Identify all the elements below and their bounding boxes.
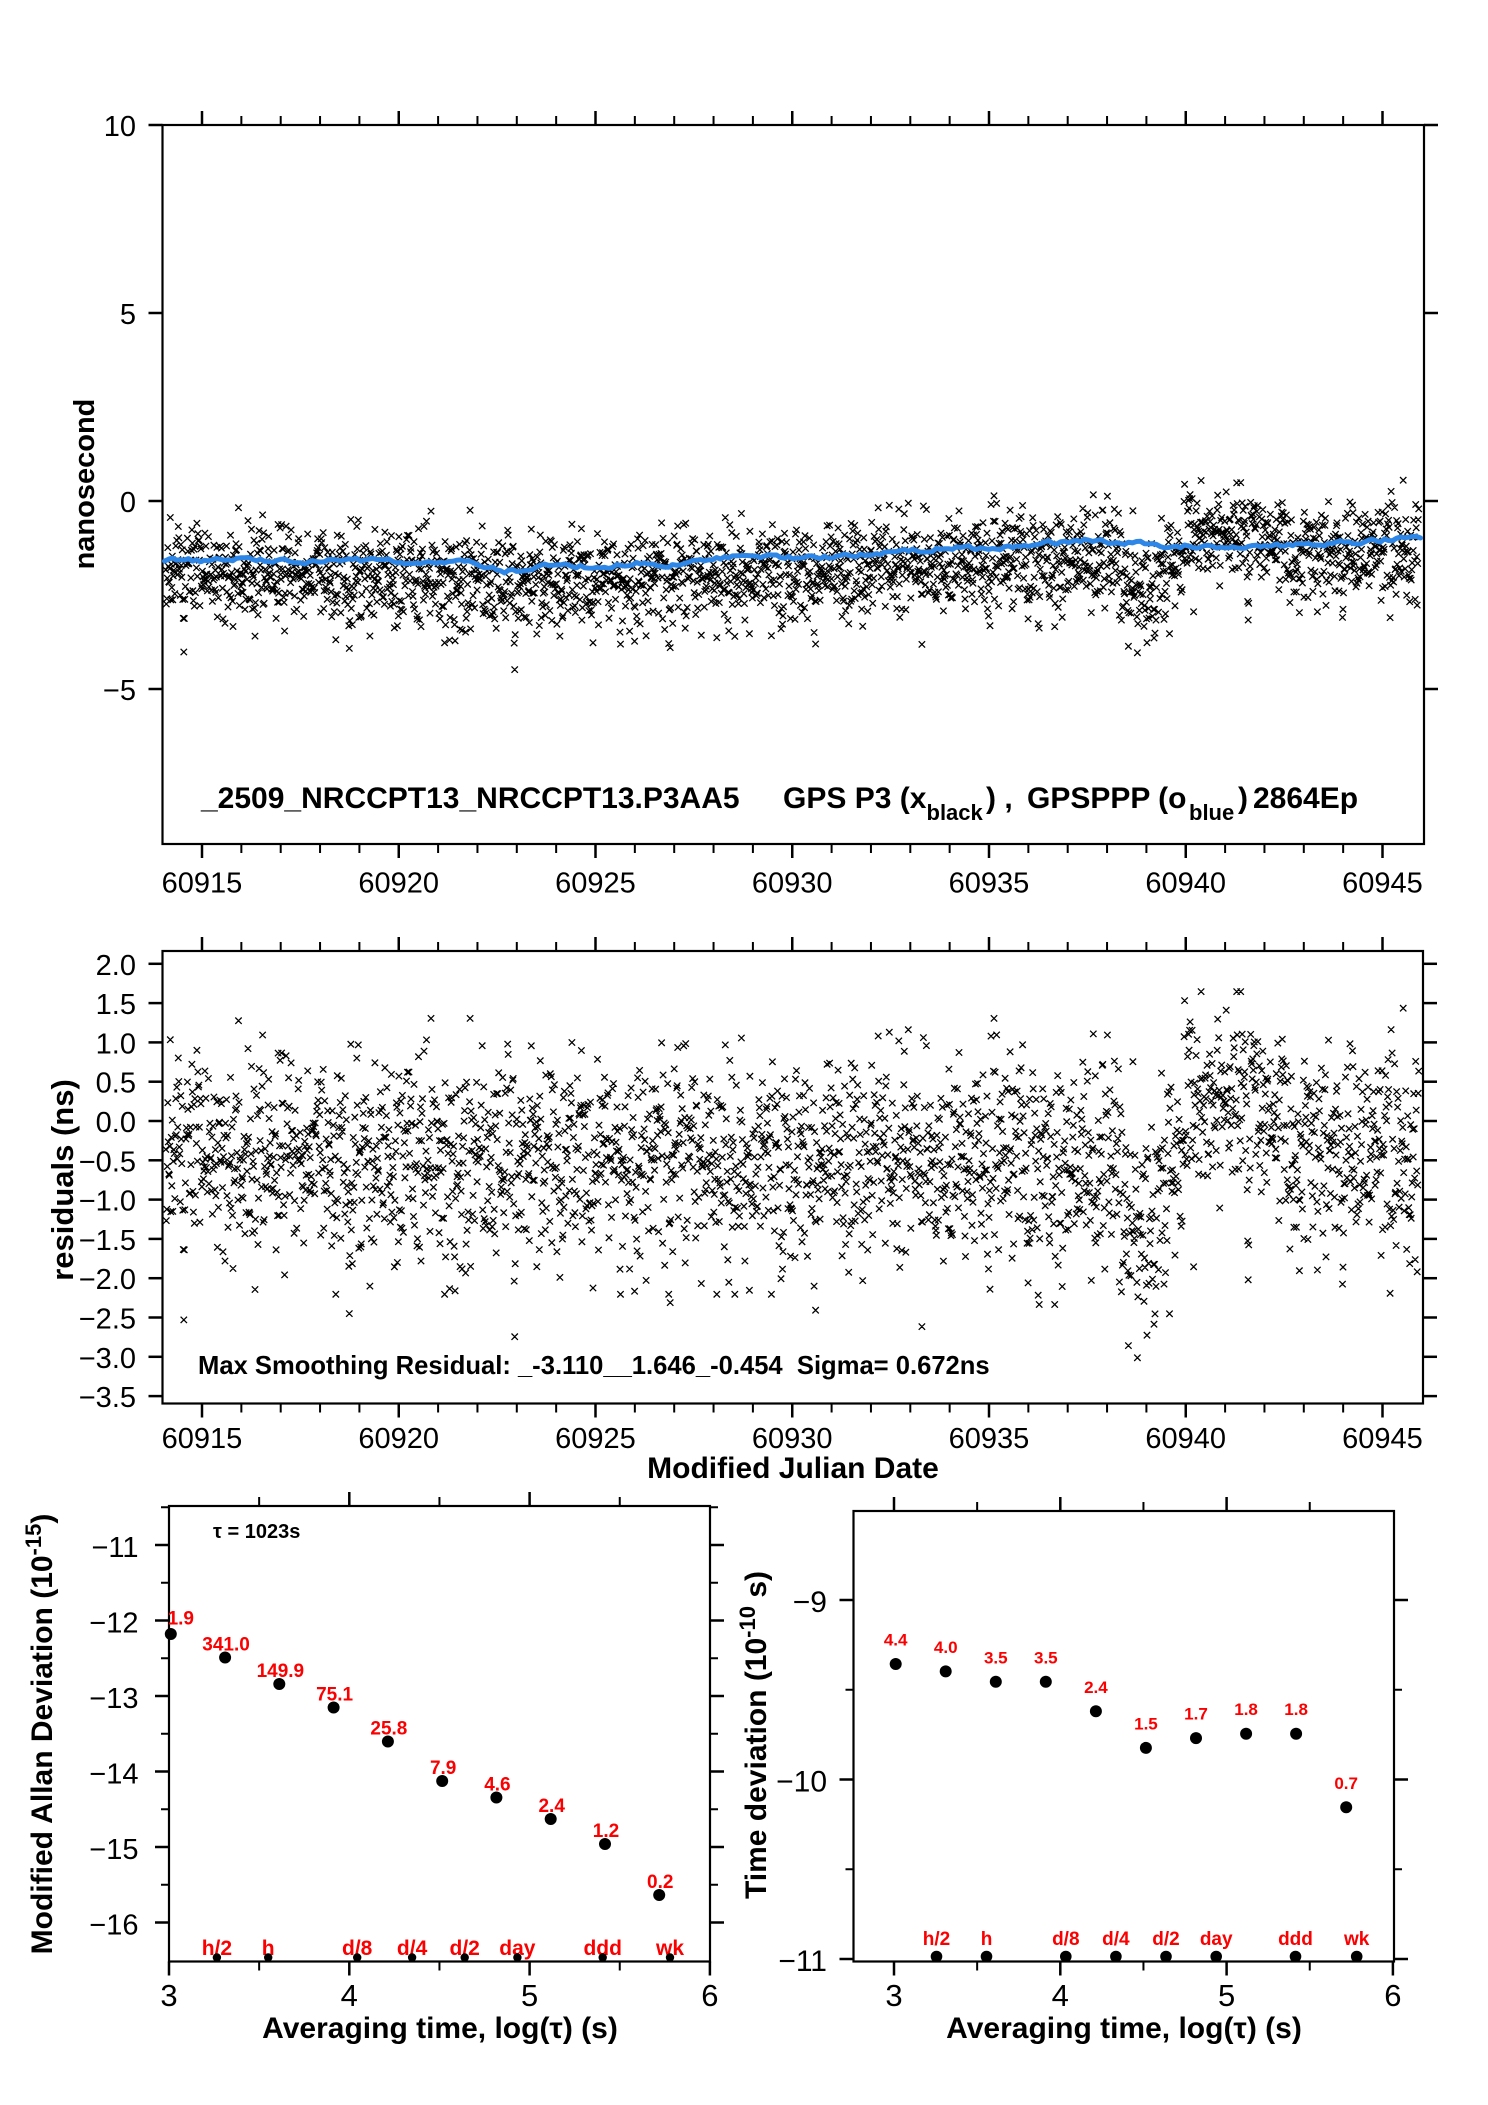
svg-text:−16: −16 [89,1910,138,1942]
svg-text:−5: −5 [103,675,136,707]
svg-text:h: h [981,1929,993,1950]
svg-text:d/4: d/4 [397,1937,428,1960]
svg-text:75.1: 75.1 [316,1685,353,1706]
svg-text:−15: −15 [89,1834,138,1866]
svg-text:5: 5 [521,1978,538,2013]
svg-text:−10: −10 [776,1766,827,1799]
svg-text:−2.5: −2.5 [79,1304,136,1336]
svg-text:60935: 60935 [949,868,1030,900]
svg-text:1.5: 1.5 [96,989,136,1021]
svg-text:0: 0 [120,487,136,519]
svg-text:−11: −11 [91,1532,138,1564]
svg-text:Modified Allan Deviation (10-1: Modified Allan Deviation (10-15) [21,1514,59,1955]
svg-text:60930: 60930 [752,868,833,900]
svg-text:60940: 60940 [1145,868,1226,900]
svg-text:341.0: 341.0 [202,1635,250,1656]
svg-text:−3.0: −3.0 [79,1343,136,1375]
svg-text:60945: 60945 [1342,1423,1423,1455]
svg-text:h/2: h/2 [202,1937,232,1960]
svg-text:60925: 60925 [555,1423,636,1455]
svg-text:−0.5: −0.5 [79,1146,136,1178]
svg-text:1.7: 1.7 [1184,1705,1208,1724]
svg-text:60920: 60920 [358,1423,439,1455]
svg-text:Modified Julian Date: Modified Julian Date [647,1452,939,1485]
svg-text:60915: 60915 [162,868,243,900]
svg-text:d/8: d/8 [1052,1929,1079,1950]
svg-text:−12: −12 [89,1608,138,1640]
svg-text:1.2: 1.2 [593,1821,619,1842]
svg-text:60930: 60930 [752,1423,833,1455]
svg-text:5: 5 [1218,1978,1235,2013]
svg-text:−14: −14 [89,1759,138,1791]
svg-text:day: day [1200,1929,1233,1950]
svg-text:60935: 60935 [949,1423,1030,1455]
svg-text:25.8: 25.8 [370,1719,407,1740]
svg-text:day: day [499,1937,536,1960]
svg-text:Max Smoothing Residual: _-3.11: Max Smoothing Residual: _-3.110__1.646_-… [198,1352,990,1380]
svg-text:Averaging time, log(τ) (s): Averaging time, log(τ) (s) [262,2012,618,2045]
svg-text:6: 6 [1384,1978,1401,2013]
svg-text:−13: −13 [89,1683,138,1715]
svg-text:4.4: 4.4 [884,1631,908,1650]
svg-text:−3.5: −3.5 [79,1382,136,1414]
svg-text:2.4: 2.4 [1084,1678,1108,1697]
svg-text:60920: 60920 [358,868,439,900]
svg-text:−11: −11 [778,1945,827,1978]
svg-text:h/2: h/2 [923,1929,950,1950]
svg-text:nanosecond: nanosecond [69,399,101,570]
svg-text:4.6: 4.6 [484,1775,510,1796]
svg-text:0.7: 0.7 [1334,1774,1358,1793]
svg-text:149.9: 149.9 [257,1661,305,1682]
svg-text:1.0: 1.0 [96,1028,136,1060]
svg-text:3: 3 [885,1978,902,2013]
svg-text:ddd: ddd [583,1937,621,1960]
svg-text:d/8: d/8 [342,1937,373,1960]
svg-text:1.8: 1.8 [1234,1700,1258,1719]
svg-text:1.9: 1.9 [168,1609,194,1630]
svg-text:6: 6 [701,1978,718,2013]
svg-text:5: 5 [120,299,136,331]
svg-text:residuals (ns): residuals (ns) [45,1079,80,1281]
svg-text:60925: 60925 [555,868,636,900]
svg-text:−9: −9 [793,1586,827,1619]
svg-text:4.0: 4.0 [934,1638,958,1657]
svg-text:h: h [262,1937,275,1960]
svg-text:4: 4 [1052,1978,1069,2013]
svg-text:3: 3 [160,1978,177,2013]
svg-text:d/2: d/2 [450,1937,480,1960]
svg-text:ddd: ddd [1278,1929,1313,1950]
svg-text:0.0: 0.0 [96,1107,136,1139]
svg-text:3.5: 3.5 [984,1648,1008,1667]
svg-text:d/4: d/4 [1102,1929,1130,1950]
svg-text:τ = 1023s: τ = 1023s [213,1521,300,1543]
svg-text:4: 4 [341,1978,358,2013]
svg-text:−2.0: −2.0 [79,1264,136,1296]
svg-text:1.5: 1.5 [1134,1714,1158,1733]
svg-text:60945: 60945 [1342,868,1423,900]
svg-text:60940: 60940 [1145,1423,1226,1455]
svg-text:1.8: 1.8 [1284,1700,1308,1719]
svg-text:0.2: 0.2 [647,1872,673,1893]
svg-text:3.5: 3.5 [1034,1648,1058,1667]
svg-text:2.4: 2.4 [538,1796,565,1817]
svg-text:0.5: 0.5 [96,1068,136,1100]
svg-text:wk: wk [655,1937,684,1960]
svg-text:2.0: 2.0 [96,950,136,982]
svg-text:Averaging time, log(τ) (s): Averaging time, log(τ) (s) [946,2012,1302,2045]
svg-text:60915: 60915 [162,1423,243,1455]
svg-text:_2509_NRCCPT13_NRCCPT13.P3AA5: _2509_NRCCPT13_NRCCPT13.P3AA5 [200,782,740,815]
svg-text:wk: wk [1343,1929,1370,1950]
svg-text:7.9: 7.9 [430,1758,456,1779]
svg-text:10: 10 [104,111,136,143]
svg-text:d/2: d/2 [1152,1929,1179,1950]
svg-text:−1.5: −1.5 [79,1225,136,1257]
svg-text:−1.0: −1.0 [79,1186,136,1218]
